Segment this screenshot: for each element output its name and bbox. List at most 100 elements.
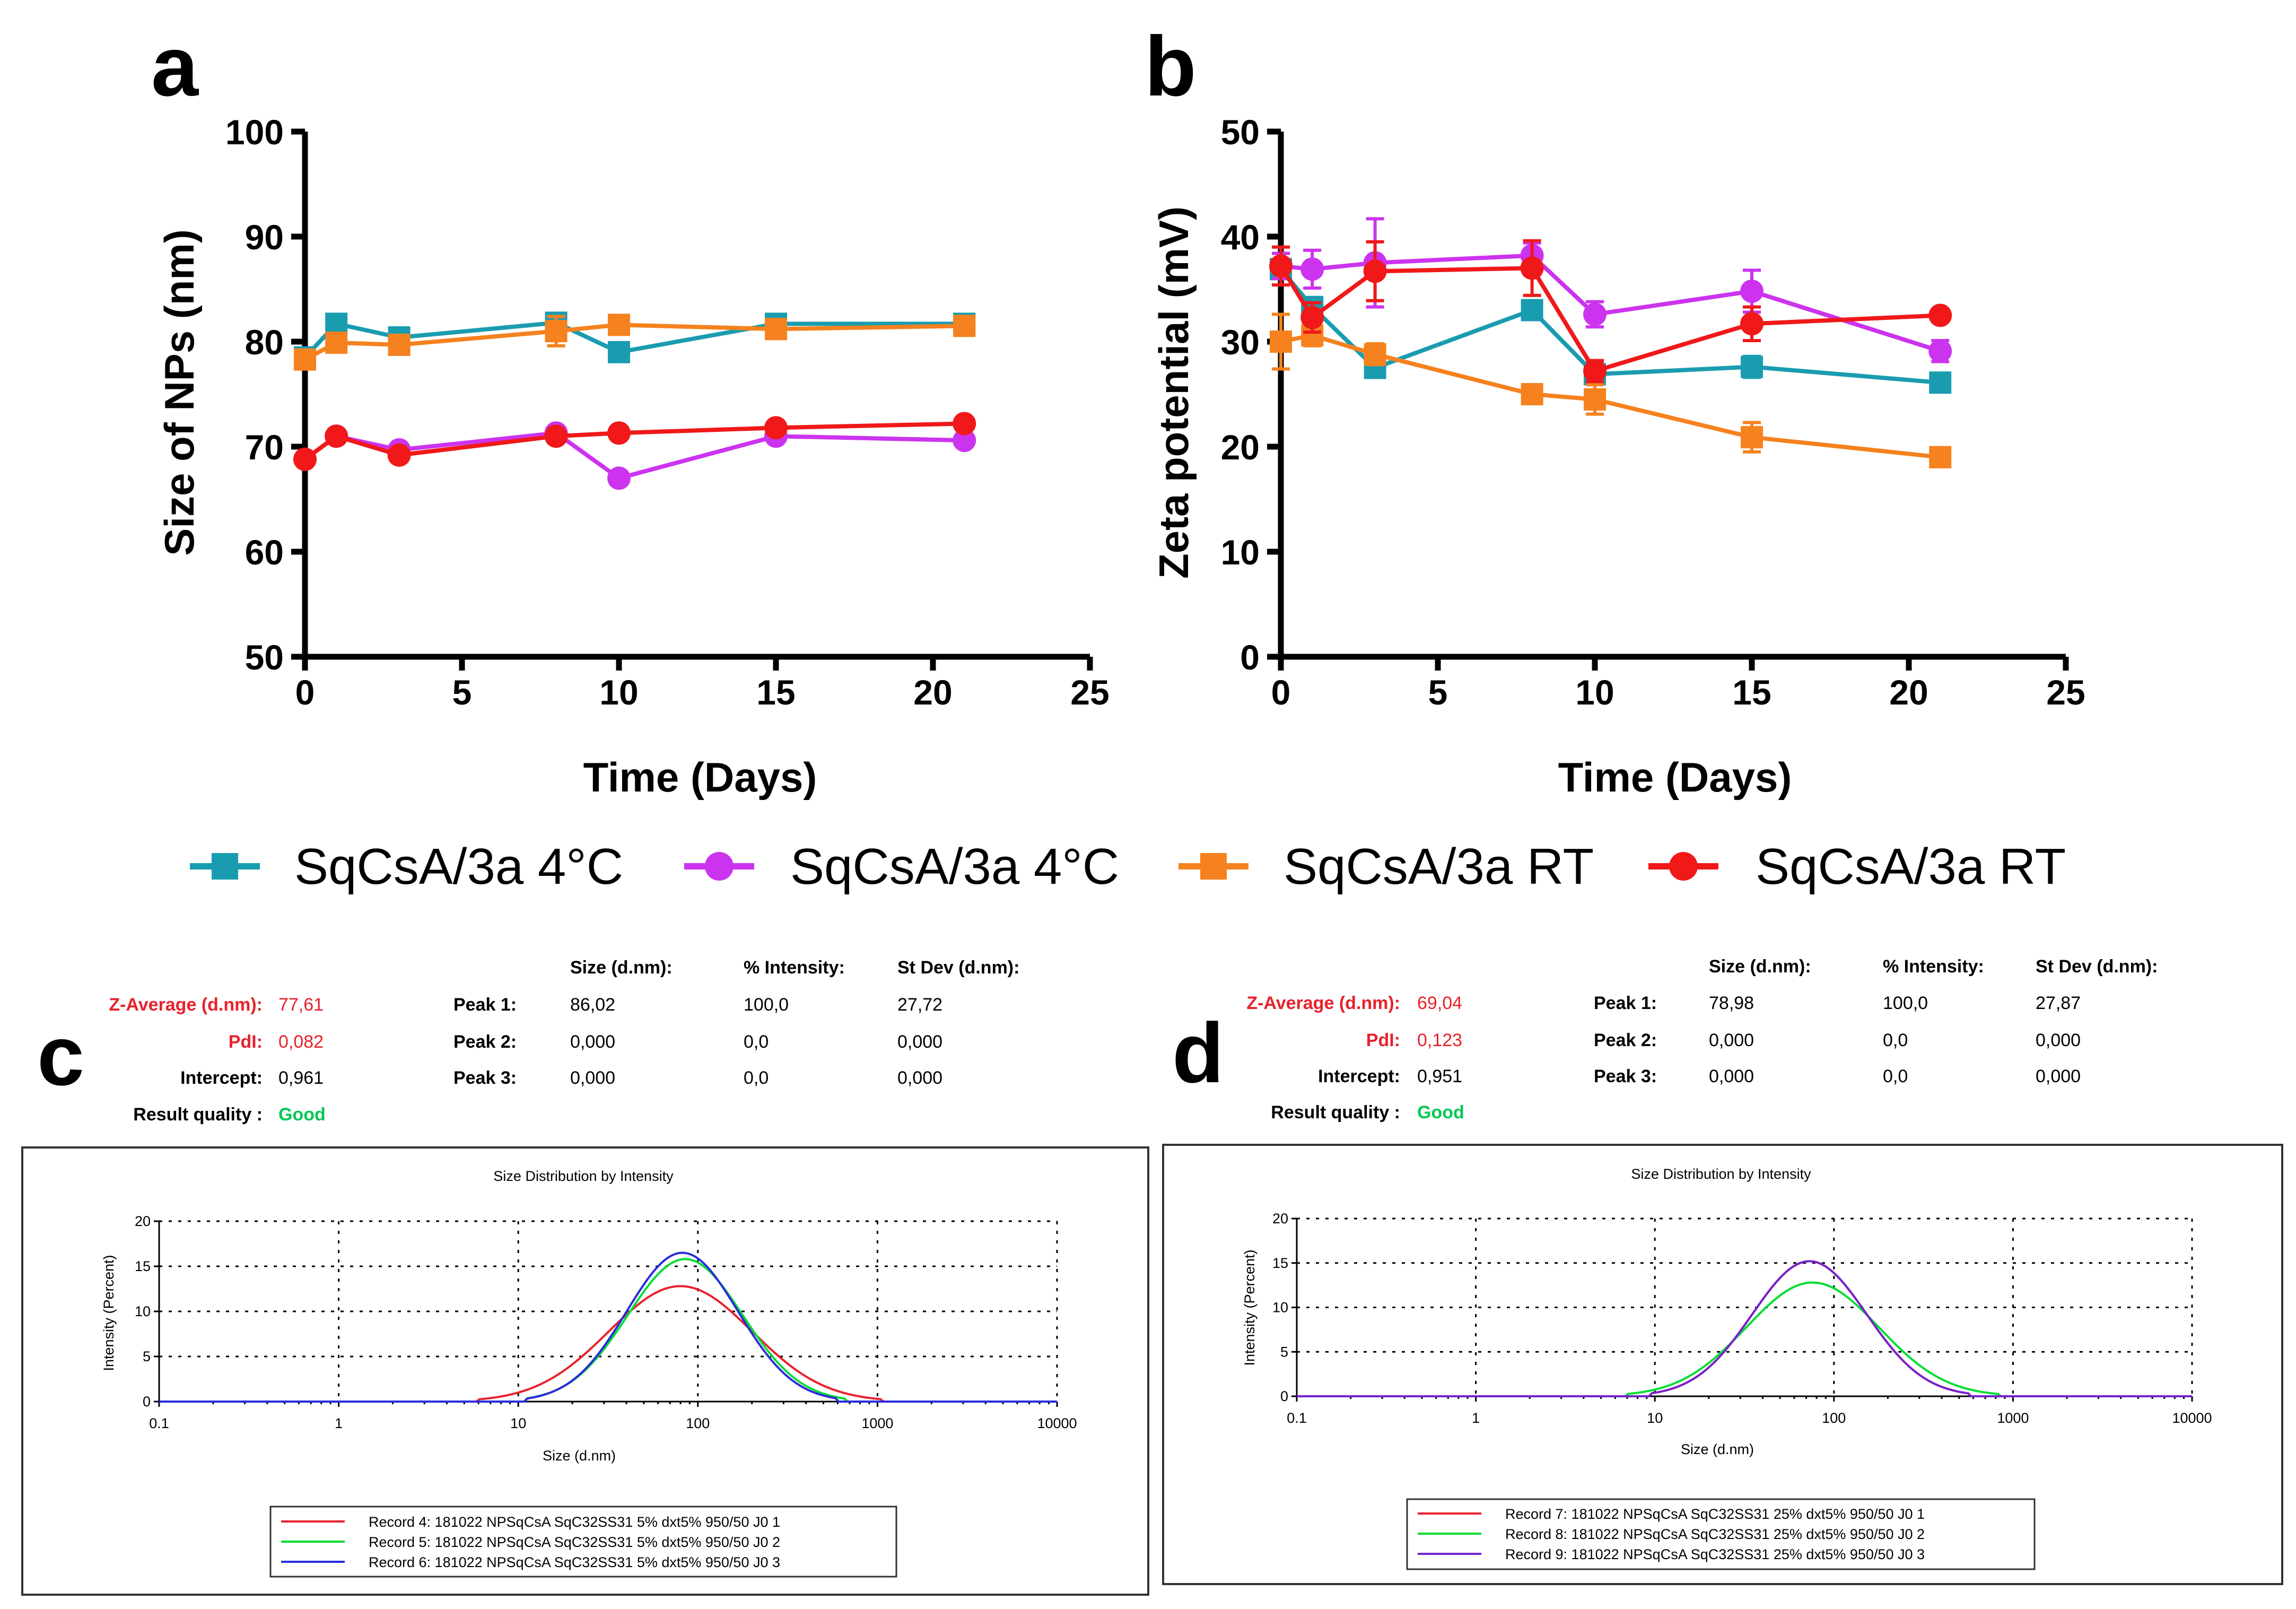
chart-c-ytick-label-2: 10 <box>135 1303 151 1319</box>
chart-a-series-2-point-5 <box>765 318 787 341</box>
chart-c-xtick-label-2: 10 <box>510 1415 526 1431</box>
chart-a-series-2-point-6 <box>953 315 976 337</box>
peak1-stdev-d: 27,87 <box>2036 993 2081 1013</box>
chart-c-xtick-label-5: 10000 <box>1037 1415 1077 1431</box>
chart-b-series-3-point-6 <box>1928 303 1952 327</box>
peak3-label-c: Peak 3: <box>453 1068 517 1088</box>
chart-a-ylabel: Size of NPs (nm) <box>156 229 203 555</box>
chart-c-legend-label-1: Record 4: 181022 NPSqCsA SqC32SS31 5% dx… <box>369 1514 780 1530</box>
peak1-intensity-d: 100,0 <box>1883 993 1928 1013</box>
chart-d-xtick-label-4: 1000 <box>1997 1410 2029 1426</box>
chart-a-ytick-label-2: 70 <box>245 428 284 467</box>
pdi-label-c: PdI: <box>229 1032 263 1052</box>
chart-b-ytick-label-4: 40 <box>1221 218 1260 257</box>
chart-b-series-1-point-4 <box>1583 302 1607 326</box>
peak1-label-d: Peak 1: <box>1594 993 1657 1013</box>
dls-summary-d: Z-Average (d.nm): 69,04 PdI: 0,123 Inter… <box>1246 956 2158 1123</box>
header-intensity-d: % Intensity: <box>1883 956 1984 977</box>
peak1-size-c: 86,02 <box>570 995 615 1015</box>
chart-a-series-3-point-2 <box>387 443 411 467</box>
chart-b-series-0-point-3 <box>1521 299 1543 321</box>
header-stdev-d: St Dev (d.nm): <box>2036 956 2158 977</box>
chart-a-size: Time (Days) Size of NPs (nm) 50607080901… <box>156 112 1110 801</box>
chart-a-xtick-label-2: 10 <box>599 673 638 712</box>
chart-c-xlabel: Size (d.nm) <box>543 1448 616 1464</box>
peak3-stdev-c: 0,000 <box>897 1068 942 1088</box>
chart-a-series-3-point-6 <box>953 412 976 436</box>
legend-item-1: SqCsA/3a 4°C <box>190 838 623 895</box>
chart-b-series-0-point-5 <box>1741 355 1763 378</box>
chart-a-series-3-point-3 <box>544 424 568 448</box>
chart-d-xtick-label-5: 10000 <box>2172 1410 2212 1426</box>
intercept-label-c: Intercept: <box>180 1068 263 1088</box>
chart-a-series-2-point-2 <box>388 333 411 356</box>
chart-c-title: Size Distribution by Intensity <box>493 1168 674 1184</box>
z-average-value-d: 69,04 <box>1417 993 1462 1013</box>
chart-d-xtick-label-1: 1 <box>1472 1410 1480 1426</box>
pdi-value-d: 0,123 <box>1417 1030 1462 1050</box>
chart-d-legend-label-3: Record 9: 181022 NPSqCsA SqC32SS31 25% d… <box>1505 1546 1925 1562</box>
chart-a-xtick-label-4: 20 <box>913 673 952 712</box>
peak3-stdev-d: 0,000 <box>2036 1066 2081 1086</box>
chart-b-series-3-point-3 <box>1520 256 1544 280</box>
chart-b-ytick-label-0: 0 <box>1240 638 1260 677</box>
chart-b-series-2-point-3 <box>1521 383 1543 405</box>
chart-d-series-2-curve <box>1297 1260 2192 1397</box>
legend-marker-circle-2 <box>705 852 734 881</box>
chart-a-series-1-point-6 <box>953 429 976 453</box>
header-size-d: Size (d.nm): <box>1709 956 1811 977</box>
intercept-value-c: 0,961 <box>278 1068 324 1088</box>
legend-label-3: SqCsA/3a RT <box>1284 838 1594 895</box>
panel-label-a: a <box>151 19 199 114</box>
chart-d-legend-label-1: Record 7: 181022 NPSqCsA SqC32SS31 25% d… <box>1505 1506 1925 1522</box>
chart-d-legend-label-2: Record 8: 181022 NPSqCsA SqC32SS31 25% d… <box>1505 1526 1925 1542</box>
peak3-label-d: Peak 3: <box>1594 1066 1657 1086</box>
chart-a-series-0-point-1 <box>325 312 348 335</box>
chart-d-ytick-label-0: 0 <box>1280 1388 1288 1404</box>
peak2-size-d: 0,000 <box>1709 1030 1754 1050</box>
panel-label-d: d <box>1172 1005 1224 1100</box>
chart-a-ytick-label-3: 80 <box>245 323 284 362</box>
chart-c-xtick-label-3: 100 <box>686 1415 710 1431</box>
chart-c-legend: Record 4: 181022 NPSqCsA SqC32SS31 5% dx… <box>269 1506 897 1578</box>
chart-b-series-1-point-5 <box>1740 279 1764 303</box>
quality-label-d: Result quality : <box>1271 1102 1400 1123</box>
legend-marker-square-1 <box>212 853 238 880</box>
z-average-value-c: 77,61 <box>278 995 324 1015</box>
chart-c-xtick-label-1: 1 <box>335 1415 343 1431</box>
chart-b-ytick-label-5: 50 <box>1221 112 1260 152</box>
chart-b-series-3-point-1 <box>1300 306 1324 329</box>
chart-a-series-3-point-1 <box>325 424 348 448</box>
chart-b-series-3-point-0 <box>1269 254 1293 278</box>
chart-b-xtick-label-0: 0 <box>1271 673 1291 712</box>
pdi-value-c: 0,082 <box>278 1032 324 1052</box>
chart-a-xtick-label-5: 25 <box>1070 673 1109 712</box>
chart-b-series-2-point-6 <box>1929 446 1952 468</box>
peak2-label-d: Peak 2: <box>1594 1030 1657 1050</box>
chart-a-series-2-point-1 <box>325 331 348 354</box>
peak2-stdev-d: 0,000 <box>2036 1030 2081 1050</box>
chart-b-series-3-point-5 <box>1740 312 1764 336</box>
chart-a-xtick-label-1: 5 <box>452 673 472 712</box>
chart-a-ytick-label-5: 100 <box>225 112 284 152</box>
chart-d-size-distribution: Size Distribution by Intensity Size (d.n… <box>1242 1166 2212 1457</box>
legend-marker-circle-4 <box>1669 852 1698 881</box>
chart-b-series-2-point-0 <box>1270 331 1292 353</box>
peak3-size-c: 0,000 <box>570 1068 615 1088</box>
chart-b-ytick-label-1: 10 <box>1221 533 1260 572</box>
peak2-intensity-d: 0,0 <box>1883 1030 1908 1050</box>
chart-d-ytick-label-4: 20 <box>1272 1211 1288 1227</box>
chart-c-ytick-label-4: 20 <box>135 1213 151 1229</box>
chart-b-xtick-label-2: 10 <box>1575 673 1614 712</box>
legend-label-2: SqCsA/3a 4°C <box>790 838 1119 895</box>
chart-c-ylabel: Intensity (Percent) <box>101 1255 117 1371</box>
chart-c-legend-box <box>269 1506 897 1578</box>
chart-c-legend-label-3: Record 6: 181022 NPSqCsA SqC32SS31 5% dx… <box>369 1554 780 1570</box>
legend-item-2: SqCsA/3a 4°C <box>684 838 1119 895</box>
chart-b-ylabel: Zeta potential (mV) <box>1150 206 1197 579</box>
chart-a-ytick-label-0: 50 <box>245 638 284 677</box>
chart-d-xlabel: Size (d.nm) <box>1681 1441 1754 1457</box>
chart-a-series-3-point-5 <box>764 416 788 440</box>
chart-b-xtick-label-3: 15 <box>1732 673 1771 712</box>
header-intensity-c: % Intensity: <box>744 958 845 978</box>
